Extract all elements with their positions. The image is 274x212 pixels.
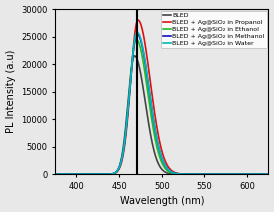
BLED + Ag@SiO₂ in Propanol	[135, 20, 139, 23]
BLED + Ag@SiO₂ in Water	[135, 31, 139, 33]
BLED + Ag@SiO₂ in Propanol	[53, 173, 57, 176]
BLED + Ag@SiO₂ in Propanol	[145, 50, 148, 53]
BLED + Ag@SiO₂ in Methanol	[135, 33, 139, 35]
BLED + Ag@SiO₂ in Propanol	[136, 19, 139, 21]
BLED	[240, 173, 243, 176]
BLED + Ag@SiO₂ in Water	[78, 173, 81, 176]
BLED + Ag@SiO₂ in Methanol	[240, 173, 243, 176]
BLED + Ag@SiO₂ in Propanol	[78, 173, 81, 176]
BLED + Ag@SiO₂ in Methanol	[90, 173, 94, 176]
BLED + Ag@SiO₂ in Ethanol	[145, 80, 148, 83]
Line: BLED + Ag@SiO₂ in Water: BLED + Ag@SiO₂ in Water	[55, 32, 269, 174]
BLED + Ag@SiO₂ in Methanol	[53, 173, 57, 176]
BLED	[145, 107, 148, 110]
BLED + Ag@SiO₂ in Ethanol	[240, 173, 243, 176]
BLED	[135, 58, 139, 60]
BLED + Ag@SiO₂ in Ethanol	[78, 173, 81, 176]
BLED + Ag@SiO₂ in Ethanol	[267, 173, 270, 176]
BLED	[267, 173, 270, 176]
BLED + Ag@SiO₂ in Water	[263, 173, 266, 176]
BLED + Ag@SiO₂ in Water	[135, 31, 139, 33]
BLED + Ag@SiO₂ in Ethanol	[53, 173, 57, 176]
BLED + Ag@SiO₂ in Water	[90, 173, 94, 176]
BLED + Ag@SiO₂ in Propanol	[240, 173, 243, 176]
BLED	[263, 173, 266, 176]
BLED + Ag@SiO₂ in Methanol	[145, 68, 148, 71]
BLED + Ag@SiO₂ in Water	[267, 173, 270, 176]
BLED + Ag@SiO₂ in Water	[240, 173, 243, 176]
Line: BLED + Ag@SiO₂ in Methanol: BLED + Ag@SiO₂ in Methanol	[55, 34, 269, 174]
BLED + Ag@SiO₂ in Water	[53, 173, 57, 176]
Line: BLED + Ag@SiO₂ in Propanol: BLED + Ag@SiO₂ in Propanol	[55, 20, 269, 174]
BLED + Ag@SiO₂ in Methanol	[263, 173, 266, 176]
BLED + Ag@SiO₂ in Ethanol	[263, 173, 266, 176]
BLED + Ag@SiO₂ in Propanol	[90, 173, 94, 176]
BLED + Ag@SiO₂ in Ethanol	[135, 38, 138, 41]
BLED + Ag@SiO₂ in Methanol	[267, 173, 270, 176]
BLED + Ag@SiO₂ in Propanol	[263, 173, 266, 176]
BLED + Ag@SiO₂ in Ethanol	[90, 173, 94, 176]
X-axis label: Wavelength (nm): Wavelength (nm)	[119, 197, 204, 206]
BLED	[78, 173, 81, 176]
Legend: BLED, BLED + Ag@SiO₂ in Propanol, BLED + Ag@SiO₂ in Ethanol, BLED + Ag@SiO₂ in M: BLED, BLED + Ag@SiO₂ in Propanol, BLED +…	[161, 11, 267, 48]
BLED	[133, 54, 136, 57]
Line: BLED + Ag@SiO₂ in Ethanol: BLED + Ag@SiO₂ in Ethanol	[55, 39, 269, 174]
BLED	[90, 173, 94, 176]
Y-axis label: PL Intensity (a.u): PL Intensity (a.u)	[5, 50, 16, 133]
BLED + Ag@SiO₂ in Ethanol	[135, 38, 139, 41]
BLED + Ag@SiO₂ in Methanol	[135, 33, 139, 35]
BLED + Ag@SiO₂ in Water	[145, 67, 148, 70]
BLED	[53, 173, 57, 176]
BLED + Ag@SiO₂ in Methanol	[78, 173, 81, 176]
BLED + Ag@SiO₂ in Propanol	[267, 173, 270, 176]
Line: BLED: BLED	[55, 56, 269, 174]
